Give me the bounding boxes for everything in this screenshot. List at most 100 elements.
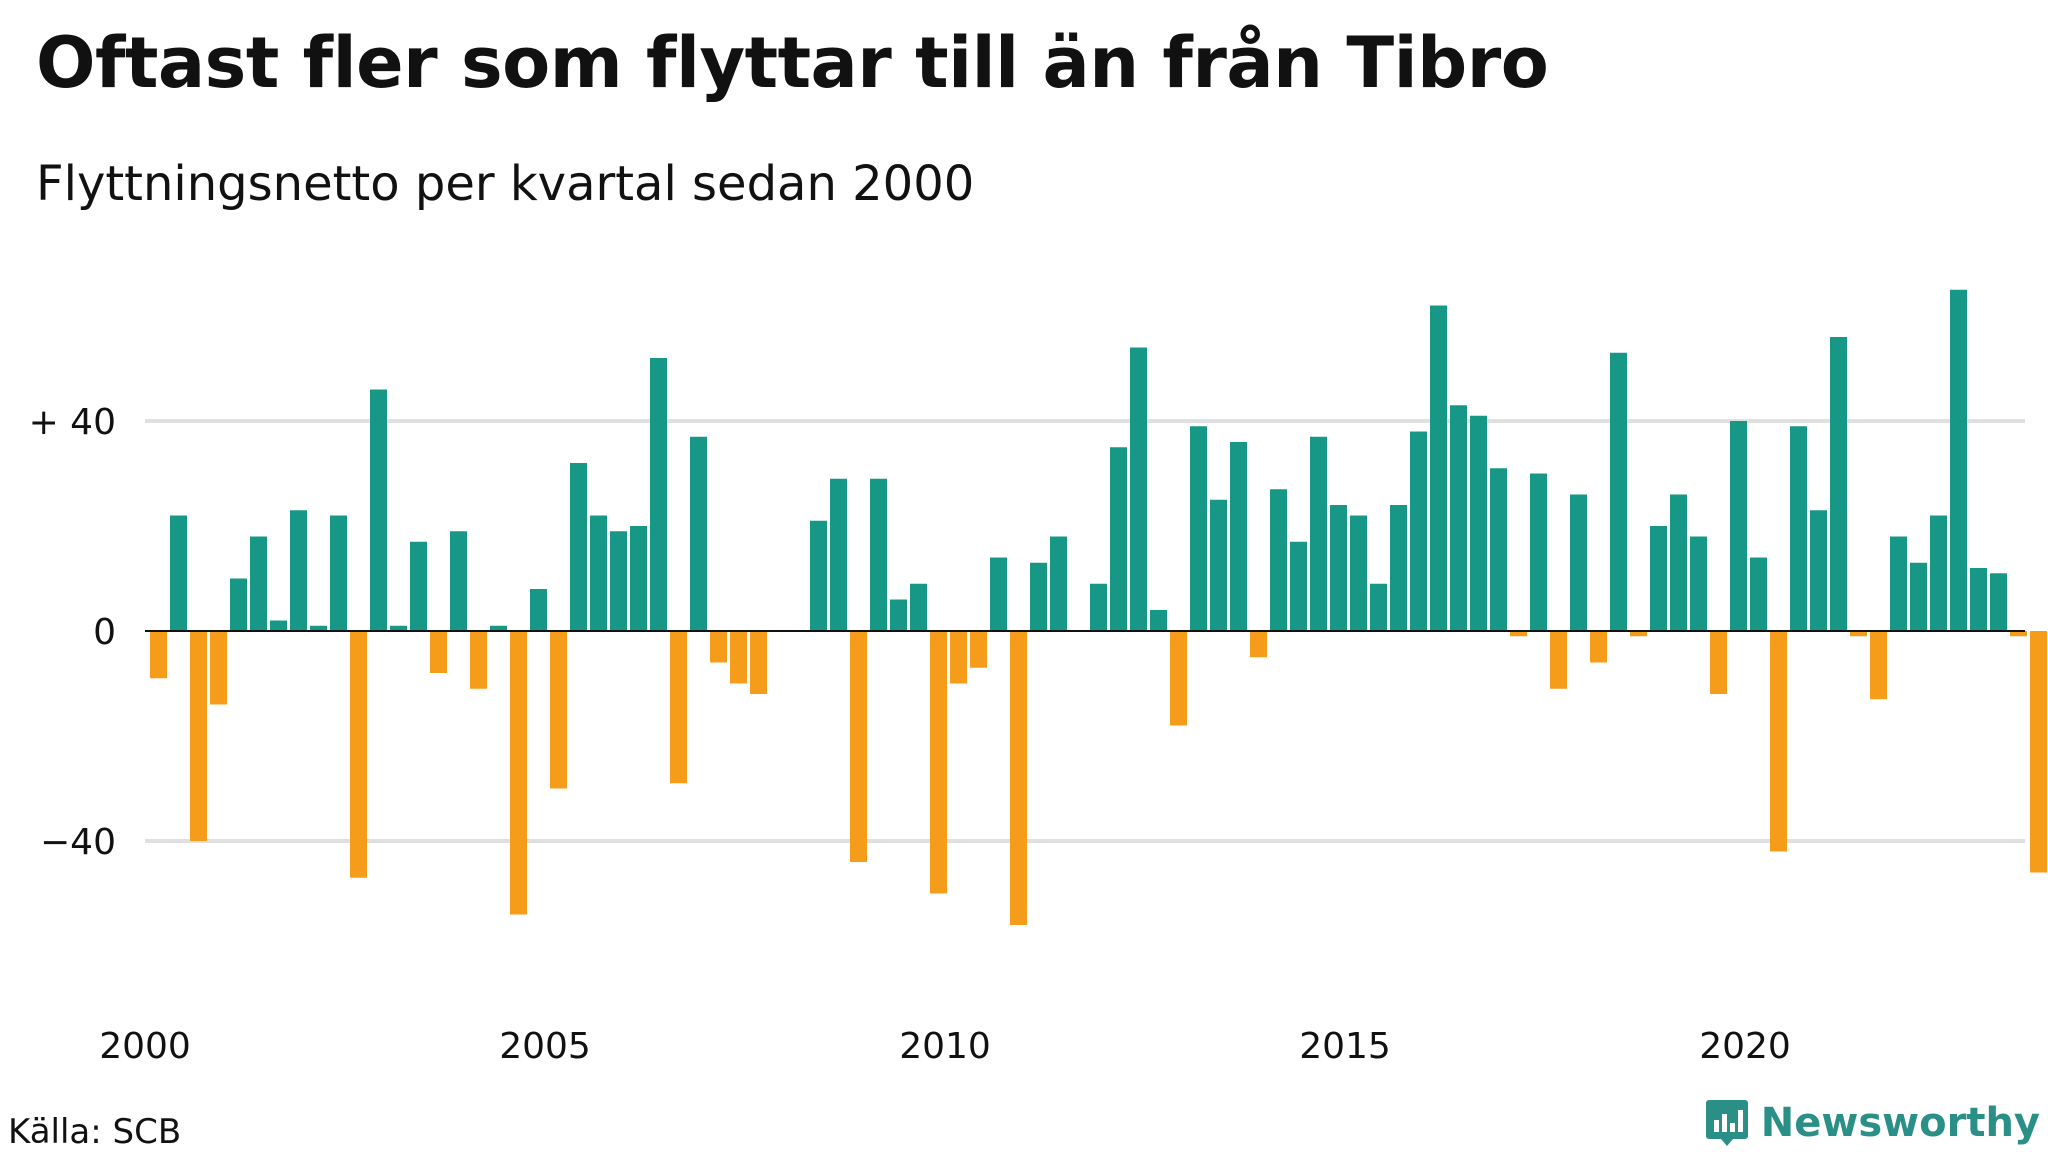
- bar: [1850, 631, 1867, 637]
- bar: [1690, 536, 1707, 631]
- bar: [710, 631, 727, 663]
- bar: [590, 515, 607, 631]
- grid-lines: [145, 419, 2025, 843]
- bar: [230, 578, 247, 631]
- bar: [1530, 473, 1547, 631]
- bar: [290, 510, 307, 631]
- bar: [1250, 631, 1267, 658]
- bar: [530, 589, 547, 631]
- bar: [1610, 352, 1627, 631]
- bar: [1870, 631, 1887, 700]
- bar: [1430, 305, 1447, 631]
- bar: [750, 631, 767, 694]
- bar: [1470, 415, 1487, 631]
- bar-chart: + 40 0 −40 2000 2005 2010 2015 2020: [29, 289, 2047, 1067]
- bar: [1410, 431, 1427, 631]
- bar: [1230, 442, 1247, 631]
- x-tick-label: 2005: [499, 1026, 591, 1067]
- bar: [1370, 583, 1387, 631]
- bar: [830, 478, 847, 631]
- bar: [730, 631, 747, 684]
- bar: [470, 631, 487, 689]
- bar: [1890, 536, 1907, 631]
- bar: [670, 631, 687, 784]
- brand-logo: Newsworthy: [1705, 1098, 2040, 1148]
- bar: [430, 631, 447, 673]
- bar: [1670, 494, 1687, 631]
- bar: [1550, 631, 1567, 689]
- bar: [1730, 421, 1747, 631]
- x-tick-label: 2015: [1299, 1026, 1391, 1067]
- bar: [1390, 505, 1407, 631]
- bar: [1630, 631, 1647, 637]
- bar: [210, 631, 227, 705]
- x-tick-label: 2010: [899, 1026, 991, 1067]
- bar: [1710, 631, 1727, 694]
- y-tick-label: 0: [93, 612, 116, 653]
- bar: [350, 631, 367, 878]
- bar: [1830, 337, 1847, 631]
- x-tick-labels: 2000 2005 2010 2015 2020: [99, 1026, 1791, 1067]
- bar: [1590, 631, 1607, 663]
- bar: [370, 389, 387, 631]
- bar: [1790, 426, 1807, 631]
- bar: [970, 631, 987, 668]
- bar: [1150, 610, 1167, 631]
- bar: [1990, 573, 2007, 631]
- bar: [1510, 631, 1527, 637]
- y-tick-label: −40: [40, 822, 116, 863]
- bar: [1650, 526, 1667, 631]
- bar: [1270, 489, 1287, 631]
- bar: [150, 631, 167, 679]
- bar: [1090, 583, 1107, 631]
- bar: [630, 526, 647, 631]
- chart-subtitle: Flyttningsnetto per kvartal sedan 2000: [36, 156, 975, 212]
- bar: [610, 531, 627, 631]
- bar: [570, 463, 587, 631]
- bar: [2030, 631, 2047, 873]
- bar: [410, 541, 427, 631]
- bar: [850, 631, 867, 862]
- bar: [1050, 536, 1067, 631]
- chart-title: Oftast fler som flyttar till än från Tib…: [36, 22, 1549, 104]
- bar: [1350, 515, 1367, 631]
- bar: [1110, 447, 1127, 631]
- bar: [810, 520, 827, 631]
- bar: [510, 631, 527, 915]
- bar: [1190, 426, 1207, 631]
- x-tick-label: 2020: [1699, 1026, 1791, 1067]
- bar: [1030, 562, 1047, 631]
- bar: [1010, 631, 1027, 925]
- bar: [250, 536, 267, 631]
- bar: [1330, 505, 1347, 631]
- y-tick-labels: + 40 0 −40: [29, 402, 116, 863]
- bars: [150, 289, 2047, 925]
- brand-name: Newsworthy: [1760, 1100, 2040, 1146]
- bar: [550, 631, 567, 789]
- bar: [1770, 631, 1787, 852]
- x-tick-label: 2000: [99, 1026, 191, 1067]
- bar: [190, 631, 207, 841]
- bar: [1450, 405, 1467, 631]
- bar: [890, 599, 907, 631]
- bar: [1930, 515, 1947, 631]
- bar: [1130, 347, 1147, 631]
- bar: [490, 625, 507, 631]
- bar: [870, 478, 887, 631]
- bar: [1910, 562, 1927, 631]
- bar: [170, 515, 187, 631]
- bar: [310, 625, 327, 631]
- bar: [1310, 436, 1327, 631]
- bar: [450, 531, 467, 631]
- y-tick-label: + 40: [29, 402, 116, 443]
- bar: [1750, 557, 1767, 631]
- bar: [2010, 631, 2027, 637]
- bar: [1950, 289, 1967, 631]
- bar: [1810, 510, 1827, 631]
- bar: [910, 583, 927, 631]
- bar: [330, 515, 347, 631]
- bar: [1970, 568, 1987, 631]
- bar: [690, 436, 707, 631]
- bar: [1490, 468, 1507, 631]
- bar: [650, 358, 667, 631]
